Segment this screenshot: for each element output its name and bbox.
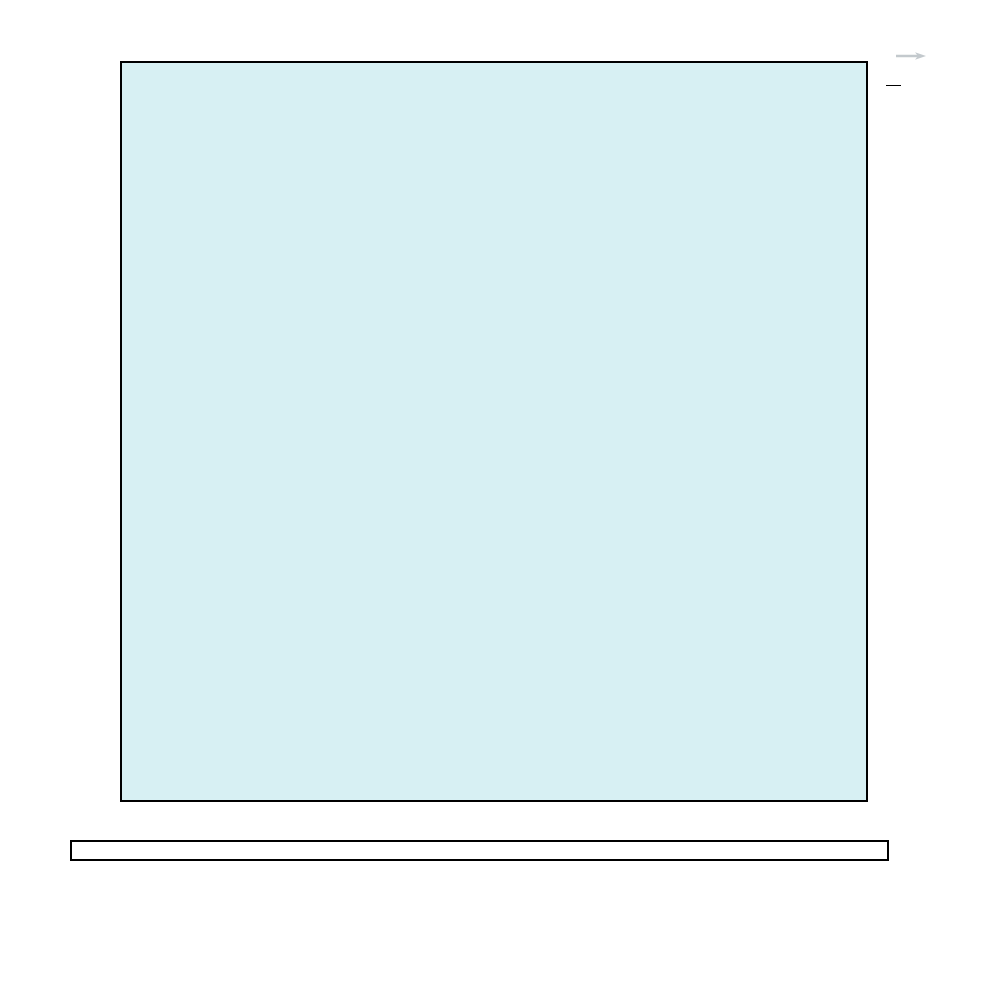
map-canvas bbox=[120, 61, 868, 802]
wind-reference-legend bbox=[878, 48, 978, 94]
wind-speed-colorbar bbox=[69, 839, 889, 861]
reference-arrow-icon bbox=[896, 52, 926, 60]
footer-credits bbox=[122, 936, 140, 984]
map-graphics bbox=[122, 63, 866, 800]
reference-speed-unit bbox=[886, 84, 901, 87]
